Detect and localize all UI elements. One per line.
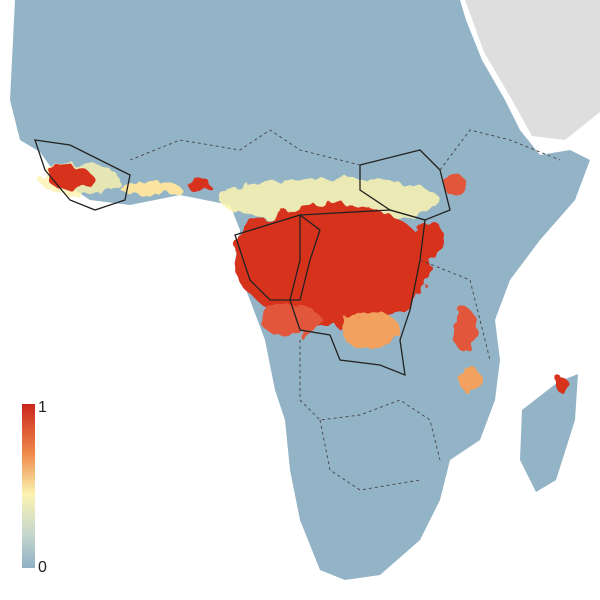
legend-scale: [22, 404, 35, 568]
borders: [34, 139, 451, 377]
legend-min-label: 0: [38, 559, 47, 576]
madagascar: [520, 374, 578, 492]
borders-dashed: [129, 129, 561, 491]
risk-areas: [40, 164, 568, 394]
arabia: [465, 0, 600, 140]
legend-max-label: 1: [38, 399, 47, 416]
